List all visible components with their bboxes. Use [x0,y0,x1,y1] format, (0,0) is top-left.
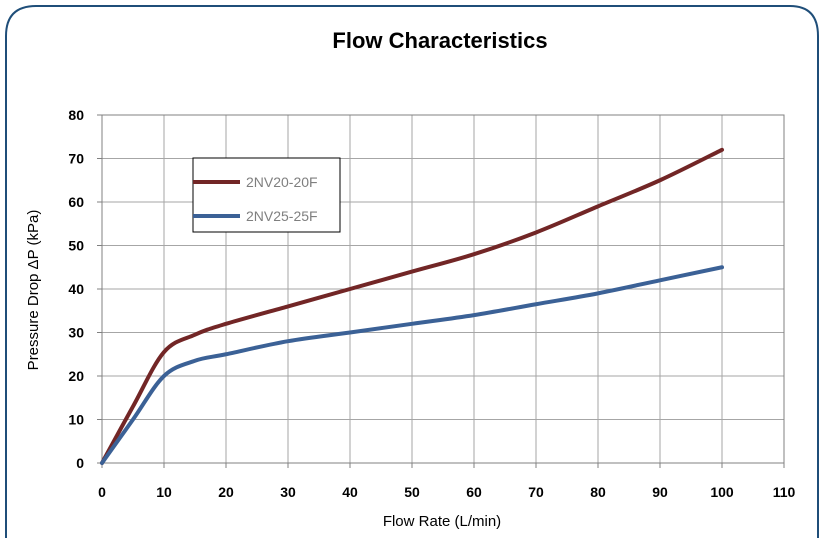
gridlines [102,115,784,463]
x-tick-label: 110 [773,484,796,500]
y-axis-ticks: 0 10 20 30 40 50 60 70 80 [68,107,102,471]
x-tick-label: 90 [652,484,668,500]
x-tick-label: 40 [342,484,358,500]
series-line-2nv25-25f [100,265,724,465]
y-tick-label: 10 [68,412,84,428]
y-tick-label: 60 [68,194,84,210]
x-axis-ticks: 0 10 20 30 40 50 60 70 80 90 100 110 [98,463,796,500]
x-axis-title: Flow Rate (L/min) [383,513,501,530]
y-tick-label: 80 [68,107,84,123]
y-tick-label: 20 [68,368,84,384]
x-tick-label: 20 [218,484,234,500]
series-line-2nv20-20f [100,147,724,465]
chart-title: Flow Characteristics [332,28,547,53]
legend-box [192,157,341,233]
x-tick-label: 100 [710,484,734,500]
y-tick-label: 70 [68,151,84,167]
series-lines [100,147,724,465]
legend: 2NV20-20F 2NV25-25F [192,157,341,233]
y-tick-label: 40 [68,281,84,297]
legend-label-2nv20-20f: 2NV20-20F [246,174,318,190]
x-tick-label: 30 [280,484,296,500]
x-tick-label: 60 [466,484,482,500]
y-tick-label: 30 [68,325,84,341]
x-tick-label: 70 [528,484,544,500]
y-tick-label: 0 [76,455,84,471]
x-tick-label: 10 [156,484,172,500]
y-tick-label: 50 [68,238,84,254]
x-tick-label: 80 [590,484,606,500]
x-tick-label: 50 [404,484,420,500]
y-axis-title: Pressure Drop ΔP (kPa) [25,210,42,371]
x-tick-label: 0 [98,484,106,500]
frame-border [5,5,819,538]
legend-label-2nv25-25f: 2NV25-25F [246,208,318,224]
